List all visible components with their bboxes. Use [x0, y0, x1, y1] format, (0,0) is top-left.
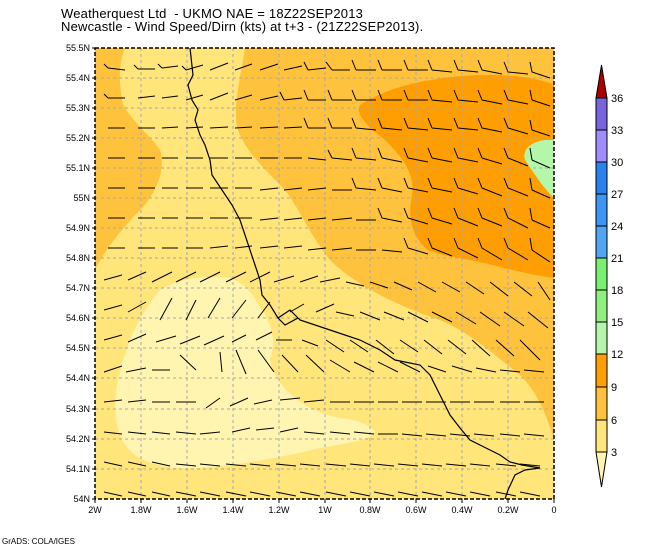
- svg-text:15: 15: [611, 317, 623, 329]
- field-12-15: [524, 140, 554, 198]
- coastline: [187, 48, 541, 499]
- x-label: 1.6W: [176, 505, 198, 515]
- svg-text:18: 18: [611, 285, 623, 297]
- x-label: 1W: [318, 505, 332, 515]
- svg-text:36: 36: [611, 93, 623, 105]
- x-label: 0.4W: [451, 505, 473, 515]
- x-label: 0.2W: [497, 505, 519, 515]
- plot-frame: [94, 47, 555, 500]
- y-label: 54.6N: [66, 313, 90, 323]
- x-label: 0: [551, 505, 556, 515]
- y-label: 54.3N: [66, 404, 90, 414]
- color-bar: [595, 64, 608, 488]
- y-label: 55.1N: [66, 163, 90, 173]
- x-label: 1.4W: [222, 505, 244, 515]
- y-label: 55.5N: [66, 43, 90, 53]
- svg-text:30: 30: [611, 157, 623, 169]
- y-label: 55.4N: [66, 73, 90, 83]
- y-label: 55N: [73, 193, 90, 203]
- y-label: 54.4N: [66, 373, 90, 383]
- svg-text:24: 24: [611, 221, 623, 233]
- colorbar-below-3: [595, 451, 608, 488]
- y-label: 54N: [73, 494, 90, 504]
- y-label: 55.3N: [66, 103, 90, 113]
- x-label: 0.6W: [405, 505, 427, 515]
- color-bar-labels: 36 33 30 27 24 21 18 15 12 9 6 3: [611, 93, 623, 459]
- x-axis: 2W 1.8W 1.6W 1.4W 1.2W 1W 0.8W 0.6W 0.4W…: [88, 499, 557, 515]
- y-label: 54.9N: [66, 223, 90, 233]
- lat-lon-grid: [95, 48, 554, 499]
- y-label: 54.5N: [66, 343, 90, 353]
- wind-barbs: [103, 59, 551, 497]
- x-label: 1.8W: [130, 505, 152, 515]
- y-label: 54.1N: [66, 464, 90, 474]
- x-label: 2W: [88, 505, 102, 515]
- y-label: 54.7N: [66, 283, 90, 293]
- x-label: 0.8W: [359, 505, 381, 515]
- header-line-1: Weatherquest Ltd - UKMO NAE = 18Z22SEP20…: [61, 6, 364, 21]
- y-label: 55.2N: [66, 133, 90, 143]
- svg-text:21: 21: [611, 253, 623, 265]
- grads-credit: GrADS: COLA/IGES: [2, 537, 75, 546]
- svg-text:6: 6: [611, 415, 617, 427]
- svg-text:9: 9: [611, 382, 617, 394]
- svg-text:27: 27: [611, 189, 623, 201]
- header-line-2: Newcastle - Wind Speed/Dirn (kts) at t+3…: [61, 19, 424, 34]
- svg-text:33: 33: [611, 125, 623, 137]
- svg-text:3: 3: [611, 447, 617, 459]
- x-label: 1.2W: [268, 505, 290, 515]
- y-axis: 55.5N 55.4N 55.3N 55.2N 55.1N 55N 54.9N …: [66, 43, 95, 504]
- y-label: 54.2N: [66, 434, 90, 444]
- colorbar-above-36: [595, 64, 608, 99]
- y-label: 54.8N: [66, 253, 90, 263]
- svg-text:12: 12: [611, 349, 623, 361]
